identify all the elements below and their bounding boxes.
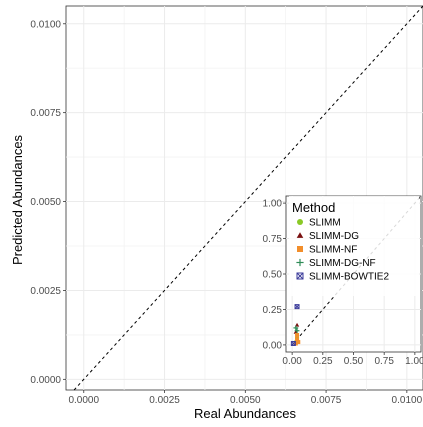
legend-label: SLIMM-BOWTIE2 <box>309 272 389 283</box>
method-legend: Method SLIMMSLIMM-DGSLIMM-NFSLIMM-DG-NFS… <box>289 196 419 296</box>
y-axis-title: Predicted Abundances <box>10 134 25 265</box>
inset-point <box>290 340 296 346</box>
inset-x-tick-label: 1.00 <box>405 356 423 367</box>
legend-label: SLIMM-DG-NF <box>309 258 376 269</box>
inset-point-shape <box>294 304 300 309</box>
legend-key-slimm-dg <box>296 232 304 238</box>
main-identity-line <box>73 5 423 391</box>
legend-label: SLIMM <box>309 218 341 229</box>
main-y-tick-label: 0.0100 <box>30 19 61 30</box>
legend-key-slimm-nf <box>297 246 303 252</box>
legend-key-slimm-dg-nf <box>296 258 304 267</box>
legend-key-slimm-bowtie2 <box>296 272 304 280</box>
inset-point <box>294 304 300 310</box>
inset-y-tick-label: 0.00 <box>263 340 283 351</box>
inset-point <box>295 337 300 342</box>
inset-x-tick-label: 0.75 <box>374 356 394 367</box>
inset-point-shape <box>296 340 301 345</box>
inset-x-ticks: 0.00 0.25 0.50 0.75 1.00 <box>282 352 423 367</box>
inset-x-tick-label: 0.50 <box>344 356 364 367</box>
inset-y-ticks: 0.00 0.25 0.50 0.75 1.00 <box>263 199 286 351</box>
legend-key-slimm-bowtie2-shape <box>296 272 304 280</box>
main-x-tick-label: 0.0000 <box>68 395 99 406</box>
legend-key-slimm-bowtie2-shape <box>296 272 304 280</box>
main-x-tick-label: 0.0100 <box>392 395 423 406</box>
main-x-tick-label: 0.0025 <box>149 395 180 406</box>
main-x-ticks: 0.0000 0.0025 0.0050 0.0075 0.0100 <box>68 390 423 406</box>
legend-entries: SLIMM SLIMM-DG SLIMM-NF SLIMM-DG-NF SLIMM-BO… <box>296 218 389 283</box>
inset-point-shape <box>291 341 296 346</box>
inset-y-tick-label: 1.00 <box>263 199 283 210</box>
main-y-tick-label: 0.0000 <box>30 375 61 386</box>
inset-point <box>295 332 300 337</box>
legend-title: Method <box>292 200 335 215</box>
x-axis-title: Real Abundances <box>194 406 296 421</box>
legend-key-slimm-shape <box>297 219 303 225</box>
inset-point-shape <box>295 337 300 342</box>
main-y-ticks: 0.0000 0.0025 0.0050 0.0075 0.0100 <box>30 19 66 386</box>
inset-x-tick-label: 0.00 <box>282 356 302 367</box>
legend-key-slimm-nf-shape <box>297 246 303 252</box>
main-x-tick-label: 0.0075 <box>311 395 342 406</box>
inset-y-tick-label: 0.25 <box>263 305 283 316</box>
inset-point-shape <box>295 332 300 337</box>
main-x-tick-label: 0.0050 <box>230 395 261 406</box>
main-y-tick-label: 0.0050 <box>30 197 61 208</box>
legend-key-slimm <box>297 219 303 225</box>
inset-point <box>296 340 301 345</box>
inset-y-tick-label: 0.75 <box>263 234 283 245</box>
inset-x-tick-label: 0.25 <box>313 356 333 367</box>
legend-label: SLIMM-NF <box>309 245 357 256</box>
legend-key-slimm-dg-shape <box>296 232 304 238</box>
legend-label: SLIMM-DG <box>309 231 359 242</box>
inset-point <box>293 325 299 331</box>
inset-point-shape <box>294 304 300 310</box>
main-y-tick-label: 0.0075 <box>30 108 61 119</box>
inset-point <box>294 328 300 334</box>
inset-y-tick-label: 0.50 <box>263 270 283 281</box>
inset-data-points <box>290 304 301 346</box>
inset-point-shape <box>290 340 296 346</box>
main-y-tick-label: 0.0025 <box>30 286 61 297</box>
